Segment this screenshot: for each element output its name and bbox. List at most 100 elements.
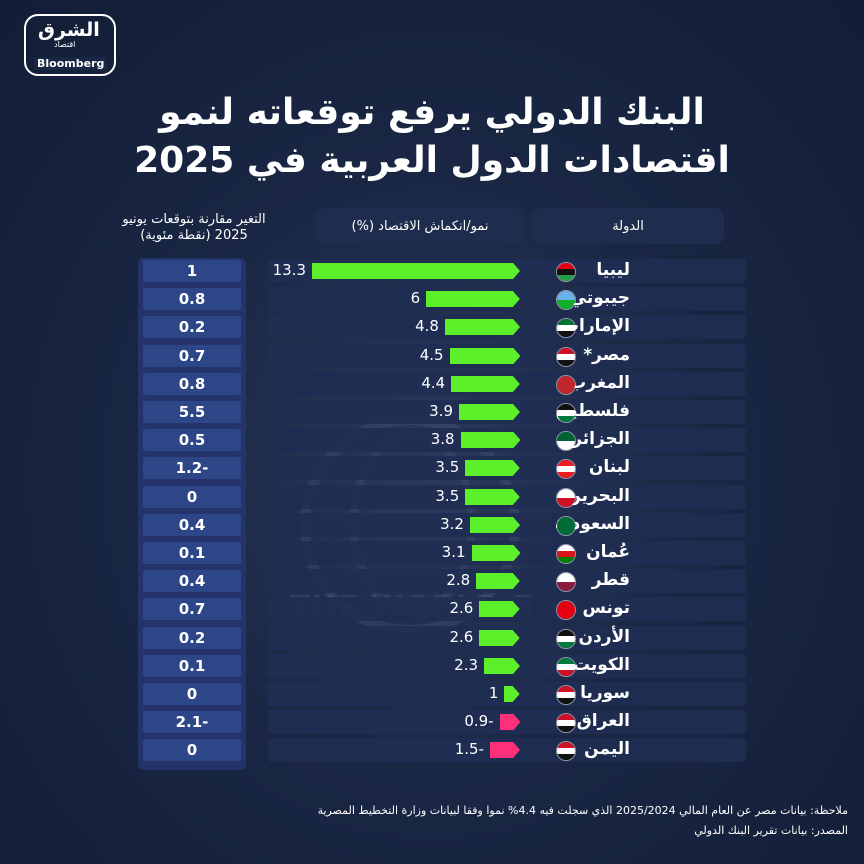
bar-value-label: 2.6: [449, 627, 474, 646]
flag-lebanon-icon: [556, 459, 576, 480]
bar: [465, 460, 520, 477]
country-label: جيبوتي: [569, 288, 630, 309]
flag-yemen-icon: [556, 741, 576, 762]
country-label: البحرين: [566, 485, 630, 506]
bar-value-label: 1: [488, 684, 499, 702]
flag-morocco-icon: [556, 374, 576, 395]
bar-value-label: 3.2: [440, 514, 464, 533]
flag-tunisia-icon: [556, 600, 576, 621]
flag-oman-icon: [556, 544, 576, 564]
bar-shape: [490, 742, 520, 759]
flag-syria-icon: [556, 685, 576, 705]
bar-value-label: 3.5: [435, 486, 460, 505]
bar: [479, 629, 520, 646]
bar-value-label: 1.5-: [454, 740, 484, 759]
bar-shape: [426, 291, 520, 308]
header-country: الدولة: [532, 208, 724, 244]
bar: [484, 657, 520, 674]
change-value: 0.2: [143, 626, 241, 649]
change-value: 0.8: [143, 372, 241, 395]
bar-value-label: 4.4: [421, 373, 446, 392]
change-value: 0: [143, 683, 241, 705]
bar-shape: [471, 545, 520, 561]
bar: [449, 347, 520, 364]
flag-djibouti-icon: [556, 290, 576, 311]
bar-shape: [479, 629, 520, 646]
country-label: مصر*: [583, 344, 630, 365]
country-label: تونس: [582, 598, 630, 619]
change-value: 0.4: [143, 570, 241, 593]
source-note: المصدر: بيانات تقرير البنك الدولي: [694, 824, 848, 837]
change-value: 0: [143, 485, 241, 508]
flag-algeria-icon: [556, 431, 576, 452]
change-value: 0.1: [143, 654, 241, 677]
flag-iraq-icon: [556, 713, 576, 734]
country-label: الكويت: [572, 654, 630, 675]
change-value: 0.7: [143, 344, 241, 367]
flag-libya-icon: [556, 262, 576, 282]
change-value: 5.5: [143, 401, 241, 423]
change-value: 0.5: [143, 429, 241, 452]
brand-name: الشرق: [38, 19, 100, 41]
flag-bahrain-icon: [556, 487, 576, 508]
bar-value-label: 4.8: [415, 317, 439, 336]
flag-egypt-icon: [556, 346, 576, 367]
flag-kuwait-icon: [556, 656, 576, 677]
bar-value-label: 2.3: [454, 655, 479, 674]
change-value: 0.7: [143, 598, 241, 621]
bar-value-label: 13.3: [272, 261, 306, 279]
bar-shape: [469, 516, 520, 533]
bar-shape: [465, 488, 520, 505]
change-value: 0.4: [143, 513, 241, 536]
bar-shape: [504, 686, 520, 702]
country-label: الإمارات: [561, 316, 630, 337]
bar-shape: [476, 573, 520, 590]
bar-shape: [451, 375, 520, 392]
country-label: المغرب: [569, 372, 630, 393]
country-label: سوريا: [580, 683, 630, 703]
bar: [312, 263, 520, 279]
country-label: اليمن: [584, 739, 630, 760]
bar: [465, 488, 520, 505]
bar-shape: [479, 601, 520, 618]
flag-jordan-icon: [556, 628, 576, 649]
chart-title-line2: اقتصادات الدول العربية في 2025: [134, 140, 730, 181]
change-value: 0.2: [143, 316, 241, 339]
bar: [471, 545, 520, 561]
bar-shape: [449, 347, 520, 364]
chart-title-line1: البنك الدولي يرفع توقعاته لنمو: [159, 92, 705, 133]
flag-uae-icon: [556, 318, 576, 339]
country-label: العراق: [576, 711, 630, 732]
flag-saudi-icon: [556, 515, 576, 536]
bar-shape: [484, 657, 520, 674]
brand-partner: Bloomberg: [34, 57, 108, 70]
bar-value-label: 3.5: [435, 458, 460, 477]
header-change-line2: 2025 (نقطة مئوية): [140, 228, 248, 243]
change-value: 2.1-: [143, 711, 241, 734]
header-change: التغير مقارنة بتوقعات يونيو 2025 (نقطة م…: [104, 210, 284, 246]
change-value: 0.1: [143, 542, 241, 564]
country-label: لبنان: [588, 457, 630, 478]
bar: [490, 742, 520, 759]
header-growth: نمو/انكماش الاقتصاد (%): [316, 208, 524, 244]
bar-value-label: 2.8: [446, 571, 471, 590]
bar: [459, 404, 520, 420]
bar-value-label: 6: [410, 289, 421, 308]
country-label: قطر: [591, 570, 630, 591]
bar: [426, 291, 520, 308]
bar-shape: [499, 714, 520, 731]
bar-shape: [465, 460, 520, 477]
country-label: ليبيا: [596, 260, 630, 280]
bar-shape: [460, 432, 520, 449]
flag-qatar-icon: [556, 572, 576, 593]
change-value: 0.8: [143, 288, 241, 311]
footnote: ملاحظة: بيانات مصر عن العام المالي 2025/…: [317, 804, 848, 817]
country-label: عُمان: [586, 542, 630, 562]
bar: [504, 686, 520, 702]
bar-shape: [444, 319, 520, 336]
bar: [460, 432, 520, 449]
change-value: 1.2-: [143, 457, 241, 480]
bar-shape: [459, 404, 520, 420]
bar-value-label: 3.8: [430, 430, 455, 449]
bar-value-label: 3.1: [441, 543, 466, 561]
